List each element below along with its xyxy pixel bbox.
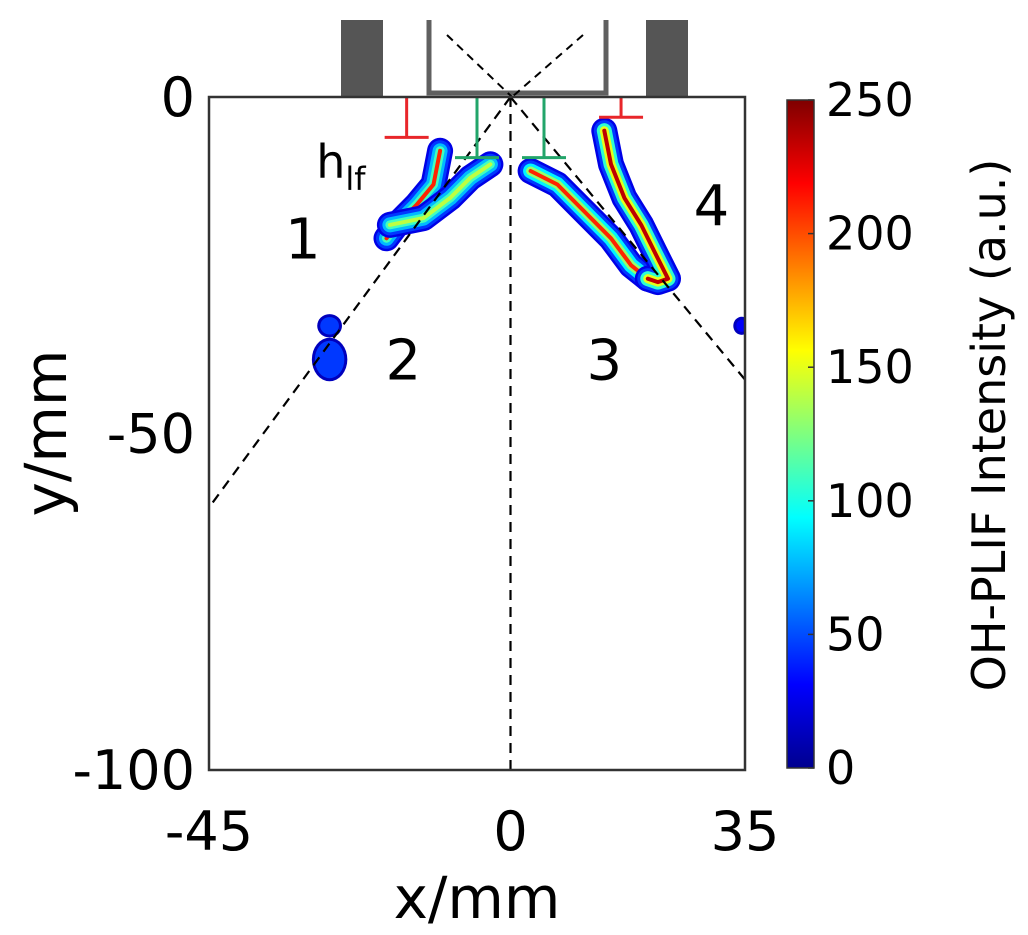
burner-block-left xyxy=(341,20,383,97)
colorbar-tick-label: 100 xyxy=(826,474,914,528)
annotation-base: h xyxy=(316,135,345,189)
flame-layer xyxy=(311,117,745,382)
region-labels: 12 3 4 xyxy=(285,174,729,394)
region-label-3: 3 xyxy=(586,329,622,394)
x-axis-ticks: -45 0 35 xyxy=(165,800,779,863)
branch-4-outer-layer-4 xyxy=(602,128,670,285)
nozzle-outline xyxy=(426,20,609,96)
y-axis-title: y/mm xyxy=(12,350,80,517)
nozzle-dash-right xyxy=(511,34,584,98)
burner-hardware xyxy=(341,20,688,98)
spot-edge xyxy=(733,316,745,335)
colorbar-tick-label: 200 xyxy=(826,207,914,261)
plot-area xyxy=(209,97,745,770)
spot-1a xyxy=(317,314,342,338)
colorbar: 0 50 100 150 200 250 OH-PLIF Intensity (a.u.) xyxy=(786,73,1016,795)
x-tick-label: 0 xyxy=(493,800,527,863)
branch-2-inner-layer-4 xyxy=(387,162,493,227)
branch-2-inner xyxy=(376,151,504,238)
colorbar-tick-label: 250 xyxy=(826,73,914,127)
annotation-subscript: lf xyxy=(345,160,366,198)
colorbar-tick-label: 150 xyxy=(826,340,914,394)
lift-off-left-outer xyxy=(384,97,429,139)
x-tick-label: 35 xyxy=(711,800,780,863)
lift-off-left-inner xyxy=(455,97,499,160)
branch-3-inner-layer-4 xyxy=(528,169,650,281)
burner-block-right xyxy=(646,20,688,97)
colorbar-tick-label: 0 xyxy=(826,741,855,795)
spot-edge-inner xyxy=(736,319,745,332)
colorbar-tick-label: 50 xyxy=(826,607,885,661)
branch-4-outer xyxy=(591,117,681,296)
liftoff-height-annotation: hlf xyxy=(316,135,366,198)
plot-background xyxy=(209,97,745,770)
y-tick-label: -50 xyxy=(107,403,195,466)
spot-1a-inner xyxy=(320,317,339,335)
spot-1b xyxy=(311,337,348,382)
spot-1b-inner xyxy=(314,340,345,379)
nozzle-dash-left xyxy=(446,34,513,98)
colorbar-ticks: 0 50 100 150 200 250 xyxy=(808,73,914,795)
colorbar-label: OH-PLIF Intensity (a.u.) xyxy=(962,159,1016,692)
colorbar-gradient xyxy=(786,99,815,769)
region-label-4: 4 xyxy=(694,174,730,239)
y-tick-label: 0 xyxy=(161,66,195,129)
x-axis-title: x/mm xyxy=(394,864,561,932)
guide-layer xyxy=(209,97,745,770)
branch-3-inner xyxy=(517,158,661,292)
region-label-2: 2 xyxy=(385,329,421,394)
marker-layer xyxy=(384,97,644,160)
x-tick-label: -45 xyxy=(165,800,253,863)
y-axis-ticks: 0 -50 -100 xyxy=(72,66,195,802)
plot-frame xyxy=(207,95,747,772)
lift-off-right-outer xyxy=(599,97,644,119)
region-label-1: 1 xyxy=(285,208,321,273)
y-tick-label: -100 xyxy=(72,739,195,802)
right-cone xyxy=(509,97,745,381)
lift-off-right-inner xyxy=(522,97,566,160)
